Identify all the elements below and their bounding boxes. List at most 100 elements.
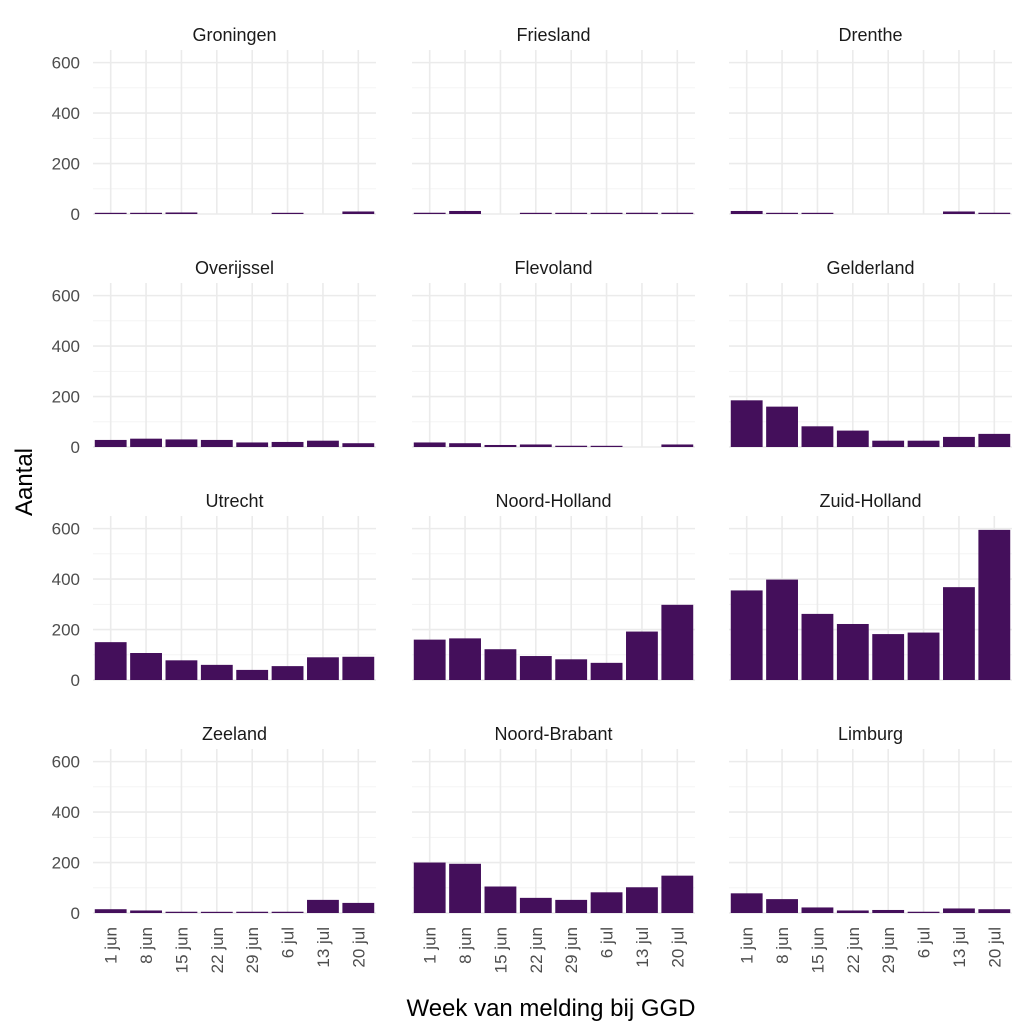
x-tick-label: 29 jun xyxy=(243,927,262,973)
facet-title: Groningen xyxy=(192,25,276,45)
x-tick-label: 6 jul xyxy=(598,927,617,958)
y-tick-label: 200 xyxy=(52,388,80,407)
facet-panel-overijssel: Overijssel 0 200 400 600 xyxy=(52,258,376,457)
bar-8-jun xyxy=(766,406,798,447)
bar-22-jun xyxy=(200,439,233,447)
x-tick-label: 8 jun xyxy=(456,927,475,964)
bar-6-jul xyxy=(907,911,940,913)
bar-22-jun xyxy=(200,911,233,913)
bar-6-jul xyxy=(590,445,623,447)
bar-8-jun xyxy=(130,910,162,913)
bar-20-jul xyxy=(978,433,1011,447)
x-tick-label: 13 jul xyxy=(950,927,969,968)
bar-29-jun xyxy=(555,212,588,214)
bar-29-jun xyxy=(555,899,588,913)
bar-1-jun xyxy=(730,400,763,447)
bar-22-jun xyxy=(200,664,233,680)
x-tick-label: 6 jul xyxy=(279,927,298,958)
bar-29-jun xyxy=(236,911,269,913)
bar-8-jun xyxy=(766,899,798,913)
facet-panel-limburg: Limburg 1 jun 8 jun 15 jun 22 jun 29 jun 6 jul… xyxy=(729,724,1012,973)
bar-6-jul xyxy=(271,666,304,680)
bar-6-jul xyxy=(271,441,304,447)
facet-title: Flevoland xyxy=(514,258,592,278)
bar-20-jul xyxy=(342,443,375,447)
bar-1-jun xyxy=(413,639,446,680)
bar-15-jun xyxy=(801,613,834,680)
facet-title: Limburg xyxy=(838,724,903,744)
facet-panel-noord-holland: Noord-Holland xyxy=(412,491,695,681)
y-tick-label: 400 xyxy=(52,803,80,822)
bar-6-jul xyxy=(907,440,940,447)
bar-13-jul xyxy=(307,899,339,913)
x-tick-label: 29 jun xyxy=(879,927,898,973)
x-axis-title: Week van melding bij GGD xyxy=(406,995,695,1022)
bar-15-jun xyxy=(165,911,198,913)
bar-13-jul xyxy=(307,440,339,447)
bar-29-jun xyxy=(872,634,905,680)
facet-title: Noord-Holland xyxy=(495,491,611,511)
bar-22-jun xyxy=(836,623,869,680)
x-tick-label: 1 jun xyxy=(421,927,440,964)
x-tick-label: 8 jun xyxy=(773,927,792,964)
y-tick-label: 0 xyxy=(71,671,80,690)
bar-8-jun xyxy=(130,212,162,214)
bar-20-jul xyxy=(342,211,375,214)
bar-1-jun xyxy=(413,442,446,447)
y-tick-label: 600 xyxy=(52,54,80,73)
facet-panel-noord-brabant: Noord-Brabant 1 jun 8 jun 15 jun 22 jun 29 ju… xyxy=(412,724,695,973)
y-tick-label: 400 xyxy=(52,570,80,589)
x-tick-label: 20 jul xyxy=(985,927,1004,968)
bar-15-jun xyxy=(484,886,517,913)
x-tick-label: 13 jul xyxy=(314,927,333,968)
bar-6-jul xyxy=(590,892,623,913)
bar-6-jul xyxy=(907,632,940,680)
x-tick-label: 1 jun xyxy=(102,927,121,964)
bar-13-jul xyxy=(626,631,658,680)
y-axis-title: Aantal xyxy=(11,448,38,516)
bar-13-jul xyxy=(626,887,658,913)
facet-title: Noord-Brabant xyxy=(494,724,612,744)
y-tick-label: 400 xyxy=(52,104,80,123)
y-tick-label: 400 xyxy=(52,337,80,356)
x-tick-label: 8 jun xyxy=(137,927,156,964)
bar-20-jul xyxy=(661,875,694,913)
bar-6-jul xyxy=(271,212,304,214)
bar-8-jun xyxy=(449,443,481,447)
bar-1-jun xyxy=(730,590,763,680)
bar-8-jun xyxy=(130,438,162,447)
bar-15-jun xyxy=(484,649,517,680)
bar-22-jun xyxy=(519,212,552,214)
bar-22-jun xyxy=(836,430,869,447)
bar-15-jun xyxy=(484,444,517,447)
x-tick-label: 22 jun xyxy=(208,927,227,973)
bar-8-jun xyxy=(766,579,798,680)
x-tick-label: 6 jul xyxy=(915,927,934,958)
bar-1-jun xyxy=(94,642,127,680)
bar-20-jul xyxy=(978,909,1011,913)
x-tick-label: 13 jul xyxy=(633,927,652,968)
facet-title: Overijssel xyxy=(195,258,274,278)
facet-title: Gelderland xyxy=(826,258,914,278)
bar-22-jun xyxy=(836,910,869,913)
x-tick-label: 22 jun xyxy=(844,927,863,973)
bar-20-jul xyxy=(342,902,375,913)
bar-29-jun xyxy=(872,440,905,447)
facet-title: Zeeland xyxy=(202,724,267,744)
bar-8-jun xyxy=(766,212,798,214)
bar-13-jul xyxy=(943,908,975,913)
y-tick-label: 600 xyxy=(52,753,80,772)
x-tick-label: 15 jun xyxy=(808,927,827,973)
bar-15-jun xyxy=(801,426,834,447)
facet-title: Friesland xyxy=(516,25,590,45)
x-tick-label: 29 jun xyxy=(562,927,581,973)
bar-15-jun xyxy=(801,212,834,214)
bar-22-jun xyxy=(519,444,552,447)
facet-panel-groningen: Groningen 0 200 400 600 xyxy=(52,25,376,224)
x-tick-label: 20 jul xyxy=(349,927,368,968)
x-tick-label: 15 jun xyxy=(172,927,191,973)
x-tick-label: 1 jun xyxy=(738,927,757,964)
y-tick-label: 600 xyxy=(52,287,80,306)
facet-title: Drenthe xyxy=(838,25,902,45)
bar-13-jul xyxy=(307,657,339,680)
